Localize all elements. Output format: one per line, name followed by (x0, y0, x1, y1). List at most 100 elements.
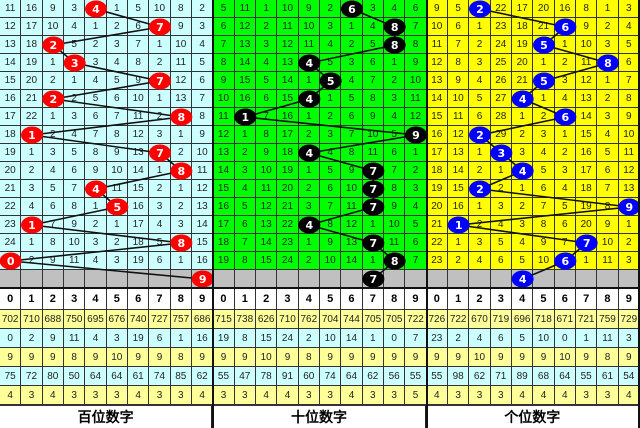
miss-count-cell: 12 (448, 126, 470, 144)
svg-text:1: 1 (28, 129, 36, 142)
miss-count-cell: 14 (0, 54, 22, 72)
svg-text:1: 1 (242, 111, 250, 124)
miss-count-cell: 15 (0, 72, 22, 90)
stat-cell: 10 (106, 348, 128, 367)
stat-cell: 78 (256, 367, 278, 386)
miss-count-cell: 4 (362, 18, 384, 36)
trend-line-segment (53, 80, 161, 100)
draw-ball: 4 (298, 144, 321, 162)
stat-cell: 15 (256, 329, 278, 348)
miss-count-cell: 3 (170, 216, 192, 234)
stat-cell: 744 (341, 310, 363, 329)
miss-count-cell: 8 (448, 54, 470, 72)
miss-count-cell: 2 (42, 72, 64, 90)
stat-cell: 762 (298, 310, 320, 329)
miss-count-cell: 18 (576, 180, 598, 198)
miss-count-cell: 10 (277, 0, 299, 18)
miss-count-cell: 6 (320, 180, 342, 198)
miss-count-cell: 7 (320, 198, 342, 216)
svg-text:9: 9 (626, 201, 634, 214)
column-header-3: 3 (64, 288, 86, 310)
stat-cell: 676 (106, 310, 128, 329)
svg-text:7: 7 (583, 237, 591, 250)
miss-count-cell: 22 (21, 108, 43, 126)
trend-line-segment (31, 116, 182, 136)
draw-ball: 3 (490, 144, 513, 162)
miss-count-cell: 1 (362, 252, 384, 270)
panel-divider (425, 0, 428, 428)
miss-count-cell: 9 (448, 72, 470, 90)
stat-cell: 3 (384, 386, 406, 405)
draw-ball: 1 (234, 108, 257, 126)
miss-count-cell: 16 (213, 198, 235, 216)
miss-count-cell: 12 (576, 72, 598, 90)
miss-count-cell: 2 (256, 18, 278, 36)
miss-count-cell: 3 (106, 252, 128, 270)
stat-cell: 56 (384, 367, 406, 386)
miss-count-cell: 7 (597, 180, 619, 198)
miss-count-cell: 21 (277, 198, 299, 216)
miss-count-cell: 11 (64, 252, 86, 270)
miss-count-cell: 15 (576, 126, 598, 144)
miss-count-cell: 11 (298, 36, 320, 54)
trend-line-segment (53, 98, 182, 118)
miss-count-cell: 20 (0, 162, 22, 180)
miss-count-cell: 7 (64, 180, 86, 198)
draw-ball: 0 (0, 252, 22, 270)
trend-line-segment (74, 62, 161, 82)
stat-cell: 0 (554, 329, 576, 348)
stat-cell: 9 (213, 348, 235, 367)
stat-cell: 9 (576, 348, 598, 367)
stat-cell: 9 (42, 329, 64, 348)
stat-cell: 8 (298, 348, 320, 367)
miss-count-cell: 2 (554, 144, 576, 162)
miss-count-cell: 5 (448, 0, 470, 18)
miss-count-cell: 11 (362, 144, 384, 162)
miss-count-cell: 1 (362, 216, 384, 234)
svg-text:2: 2 (476, 129, 484, 142)
miss-count-cell: 3 (149, 198, 171, 216)
miss-count-cell: 14 (213, 162, 235, 180)
miss-count-cell: 14 (426, 90, 448, 108)
miss-count-cell: 14 (576, 108, 598, 126)
column-header-0: 0 (426, 288, 448, 310)
draw-ball: 2 (469, 180, 491, 198)
stat-cell: 72 (21, 367, 43, 386)
miss-count-cell: 15 (448, 180, 470, 198)
miss-count-cell: 3 (469, 54, 491, 72)
miss-count-cell: 5 (42, 180, 64, 198)
trend-line-segment (10, 242, 182, 262)
svg-text:6: 6 (562, 111, 570, 124)
miss-count-cell: 16 (21, 0, 43, 18)
miss-count-cell: 10 (448, 90, 470, 108)
stat-cell: 705 (384, 310, 406, 329)
miss-count-cell: 12 (128, 126, 150, 144)
miss-count-cell: 22 (490, 0, 512, 18)
svg-text:8: 8 (391, 255, 399, 268)
miss-count-cell: 16 (426, 126, 448, 144)
stat-cell: 85 (170, 367, 192, 386)
stat-cell: 2 (448, 329, 470, 348)
stat-cell: 759 (597, 310, 619, 329)
svg-text:1: 1 (455, 219, 463, 232)
svg-text:5: 5 (327, 75, 335, 88)
miss-count-cell: 22 (0, 198, 22, 216)
stat-cell: 726 (426, 310, 448, 329)
svg-text:6: 6 (562, 255, 570, 268)
miss-count-cell: 3 (21, 180, 43, 198)
column-header-8: 8 (597, 288, 619, 310)
miss-count-cell: 9 (320, 234, 342, 252)
stat-cell: 10 (469, 348, 491, 367)
trend-line-segment (10, 260, 203, 280)
stat-cell: 10 (256, 348, 278, 367)
stat-cell: 8 (170, 348, 192, 367)
miss-count-cell: 11 (0, 0, 22, 18)
miss-count-cell: 15 (256, 252, 278, 270)
miss-count-cell: 2 (512, 126, 534, 144)
miss-count-cell: 6 (448, 18, 470, 36)
next-draw-ball: 9 (191, 270, 214, 288)
draw-ball: 8 (597, 54, 619, 72)
svg-text:3: 3 (498, 147, 506, 160)
miss-count-cell: 4 (533, 144, 555, 162)
stat-cell: 23 (426, 329, 448, 348)
